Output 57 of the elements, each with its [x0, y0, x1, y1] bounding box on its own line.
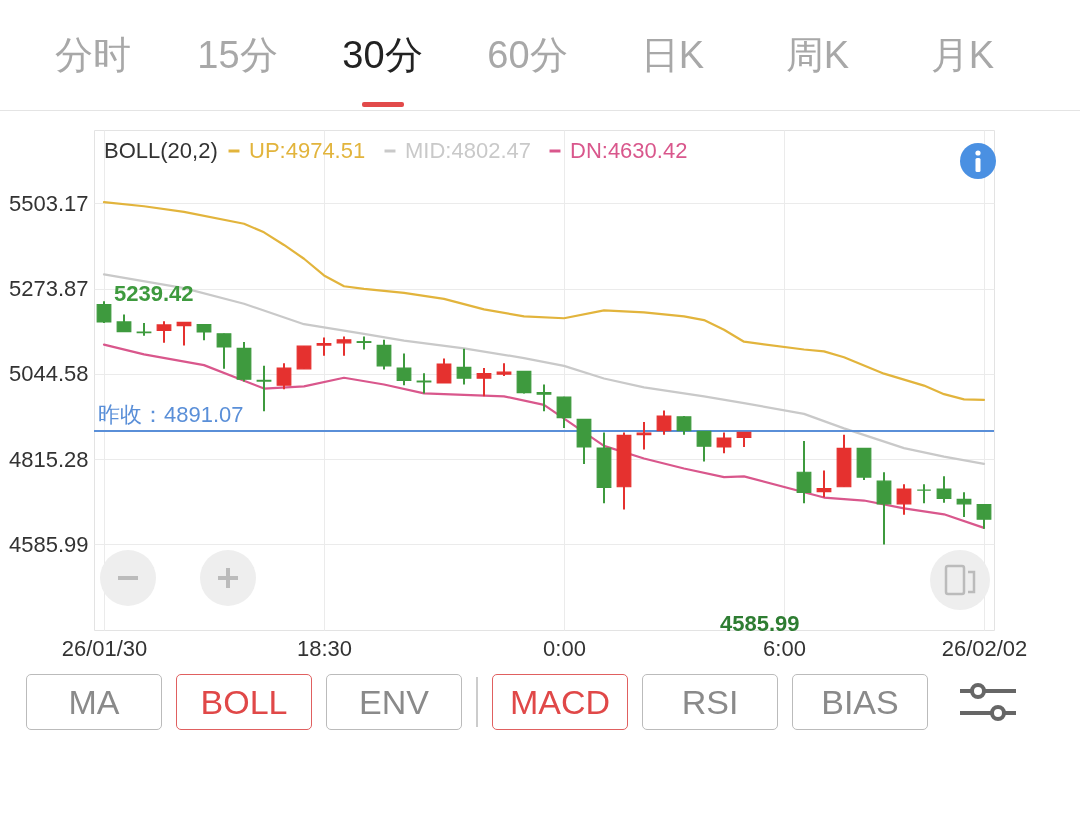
- text: BOLL: [176, 674, 312, 730]
- ref-line-label: 昨收：4891.07: [98, 401, 244, 427]
- candlestick: [916, 483, 932, 505]
- text: 日K: [639, 32, 706, 78]
- candlestick: [696, 429, 712, 463]
- candlestick: [296, 345, 312, 370]
- candlestick: [876, 471, 892, 546]
- candlestick: [316, 336, 332, 357]
- y-tick-label: 5044.58: [8, 361, 89, 387]
- candlestick: [896, 483, 912, 516]
- text: MACD: [492, 674, 628, 730]
- candlestick: [156, 320, 172, 344]
- text: 30分: [341, 32, 424, 78]
- candlestick: [816, 469, 832, 499]
- legend-label: UP:4974.51: [249, 138, 366, 163]
- line-series: [102, 201, 986, 401]
- candlestick: [656, 409, 672, 436]
- text: 60分: [486, 32, 569, 78]
- candlestick: [956, 491, 972, 518]
- candlestick: [716, 431, 732, 455]
- candlestick: [936, 475, 952, 504]
- candlestick: [476, 367, 492, 398]
- candlestick: [396, 352, 412, 387]
- text: 分时: [53, 32, 132, 78]
- text: 周K: [784, 32, 851, 78]
- x-tick-label: 6:00: [763, 635, 806, 661]
- text: MA: [26, 674, 162, 730]
- text: BIAS: [792, 674, 928, 730]
- annotation: 5239.42: [114, 281, 194, 307]
- candlestick: [536, 383, 552, 413]
- x-tick-label: 26/02/02: [941, 635, 1028, 661]
- candlestick: [796, 440, 812, 505]
- candlestick: [336, 335, 352, 357]
- candlestick: [256, 364, 272, 413]
- candlestick: [416, 372, 432, 395]
- y-tick-label: 4815.28: [8, 446, 89, 472]
- candlestick: [216, 332, 232, 370]
- annotation: 4585.99: [720, 611, 800, 637]
- x-tick-label: 18:30: [296, 635, 353, 661]
- x-tick-label: 26/01/30: [61, 635, 148, 661]
- candlestick: [376, 338, 392, 371]
- y-tick-label: 5273.87: [8, 276, 89, 302]
- y-tick-label: 4585.99: [8, 531, 89, 557]
- candlestick: [436, 357, 452, 384]
- text: 月K: [929, 32, 996, 78]
- y-tick-label: 5503.17: [8, 190, 89, 216]
- legend-label: DN:4630.42: [570, 138, 688, 163]
- legend-title: BOLL(20,2): [104, 138, 218, 163]
- x-tick-label: 0:00: [543, 635, 586, 661]
- text: ENV: [326, 674, 462, 730]
- candlestick: [676, 415, 692, 436]
- text: 15分: [196, 32, 279, 78]
- candlestick: [976, 503, 992, 530]
- candlestick: [276, 362, 292, 391]
- candlestick: [456, 347, 472, 386]
- text: RSI: [642, 674, 778, 730]
- candlestick: [556, 395, 572, 429]
